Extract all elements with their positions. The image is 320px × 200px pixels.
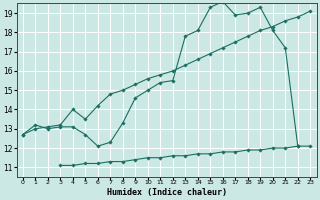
X-axis label: Humidex (Indice chaleur): Humidex (Indice chaleur)	[107, 188, 227, 197]
